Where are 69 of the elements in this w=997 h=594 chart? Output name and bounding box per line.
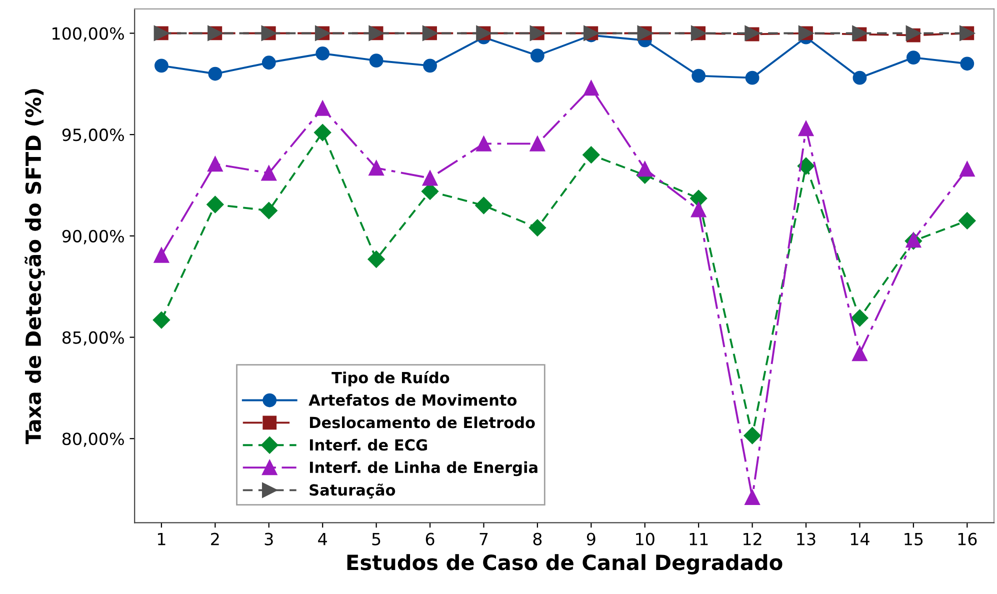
- point: [528, 219, 546, 236]
- x-tick-label: 13: [797, 532, 816, 546]
- point: [316, 46, 330, 60]
- legend-label: Interf. de Linha de Energia: [310, 461, 538, 476]
- point: [423, 58, 437, 73]
- x-tick-label: 11: [690, 532, 708, 546]
- point: [797, 157, 815, 175]
- point: [260, 202, 278, 220]
- y-tick-label: 95,00%: [62, 128, 124, 143]
- legend-label: Saturação: [310, 484, 396, 499]
- point: [208, 66, 222, 81]
- point: [960, 161, 975, 177]
- x-tick-label: 6: [426, 532, 434, 546]
- x-tick-label: 12: [744, 532, 762, 546]
- point: [745, 70, 760, 85]
- point: [692, 68, 706, 83]
- point: [154, 248, 170, 263]
- point: [690, 190, 708, 207]
- point: [584, 80, 599, 96]
- point: [314, 124, 332, 142]
- x-tick-label: 2: [211, 532, 219, 546]
- legend-title: Tipo de Ruído: [332, 370, 450, 386]
- x-tick-label: 3: [264, 532, 273, 546]
- y-tick-label: 80,00%: [62, 432, 124, 447]
- y-tick-label: 85,00%: [62, 331, 124, 346]
- point: [744, 427, 761, 444]
- x-tick-label: 10: [636, 532, 654, 546]
- y-axis-title: Taxa de Detecção do SFTD (%): [24, 89, 45, 444]
- y-tick-label: 90,00%: [62, 230, 124, 244]
- point: [369, 54, 384, 68]
- point: [208, 156, 223, 172]
- point: [637, 161, 653, 177]
- point: [852, 70, 867, 85]
- point: [530, 136, 546, 152]
- point: [852, 346, 868, 362]
- point: [906, 50, 920, 64]
- point: [206, 196, 224, 214]
- x-tick-label: 1: [158, 532, 166, 546]
- point: [422, 170, 438, 186]
- x-tick-label: 5: [372, 532, 380, 546]
- point: [958, 212, 976, 230]
- point: [851, 309, 868, 327]
- point: [368, 160, 384, 176]
- x-tick-label: 7: [480, 532, 488, 546]
- point: [960, 56, 974, 71]
- point: [262, 56, 276, 70]
- point: [798, 120, 814, 136]
- point: [475, 196, 492, 214]
- legend-label: Deslocamento de Eletrodo: [310, 416, 535, 428]
- point: [152, 311, 170, 329]
- point: [261, 165, 277, 181]
- legend-label: Interf. de ECG: [310, 438, 427, 451]
- point: [368, 250, 385, 268]
- x-tick-label: 16: [958, 532, 977, 546]
- x-tick-label: 14: [850, 532, 870, 546]
- x-axis-title: Estudos de Caso de Canal Degradado: [347, 554, 782, 574]
- point: [582, 146, 600, 164]
- point: [476, 136, 492, 152]
- point: [530, 48, 544, 62]
- legend-label: Artefatos de Movimento: [308, 394, 517, 406]
- y-tick-label: 100,00%: [52, 27, 124, 42]
- point: [154, 58, 168, 73]
- point: [690, 202, 706, 218]
- point: [314, 100, 330, 116]
- x-tick-label: 9: [586, 532, 596, 546]
- x-tick-label: 8: [533, 532, 542, 546]
- point: [744, 490, 760, 506]
- x-tick-label: 4: [318, 532, 327, 546]
- x-tick-label: 15: [904, 532, 923, 546]
